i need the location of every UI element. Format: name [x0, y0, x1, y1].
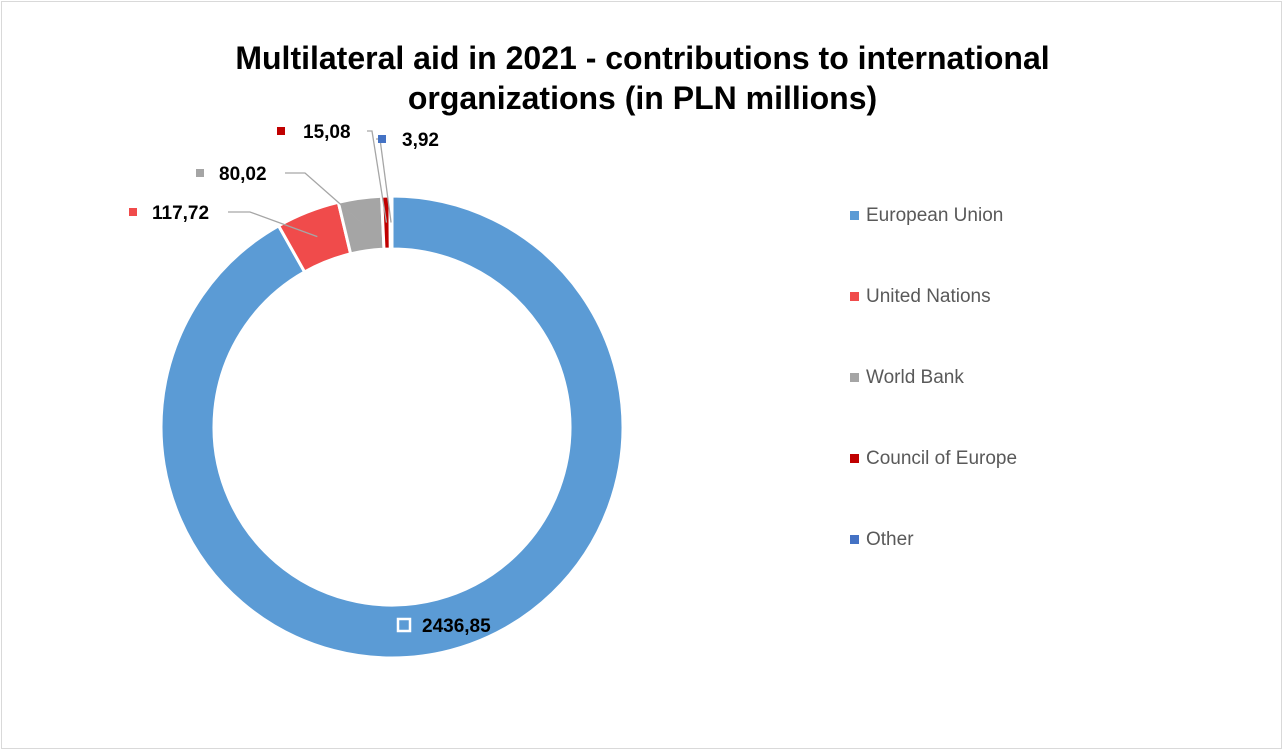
- legend-swatch: [850, 292, 859, 301]
- legend-swatch: [850, 454, 859, 463]
- legend-label: Council of Europe: [866, 447, 1018, 469]
- legend-label: European Union: [866, 204, 1004, 226]
- legend-item-council-of-europe: Council of Europe: [850, 443, 1017, 474]
- data-label-united-nations: 117,72: [152, 203, 209, 224]
- legend-item-european-union: European Union: [850, 200, 1017, 231]
- legend-item-united-nations: United Nations: [850, 281, 1017, 312]
- legend-label: Other: [866, 528, 914, 550]
- data-label-marker-other: [378, 135, 386, 143]
- slice-european-union: [159, 194, 625, 660]
- data-label-marker-european-union: [396, 617, 412, 633]
- data-label-european-union: 2436,85: [422, 616, 491, 637]
- legend-swatch: [850, 211, 859, 220]
- leader-line-united-nations: [228, 211, 318, 238]
- data-label-other: 3,92: [402, 130, 439, 151]
- data-label-world-bank: 80,02: [219, 164, 267, 185]
- legend-label: United Nations: [866, 285, 991, 307]
- legend-swatch: [850, 373, 859, 382]
- legend-item-world-bank: World Bank: [850, 362, 1017, 393]
- legend-swatch: [850, 535, 859, 544]
- data-label-council-of-europe: 15,08: [303, 122, 351, 143]
- chart-legend: European Union United Nations World Bank Co…: [850, 200, 1017, 555]
- data-label-marker-united-nations: [129, 208, 137, 216]
- leader-line-world-bank: [285, 172, 364, 225]
- data-label-marker-council-of-europe: [277, 127, 285, 135]
- legend-label: World Bank: [866, 366, 964, 388]
- legend-item-other: Other: [850, 524, 1017, 555]
- leader-line-council-of-europe: [367, 130, 388, 223]
- data-label-marker-world-bank: [196, 169, 204, 177]
- chart-title: Multilateral aid in 2021 - contributions…: [235, 40, 1050, 116]
